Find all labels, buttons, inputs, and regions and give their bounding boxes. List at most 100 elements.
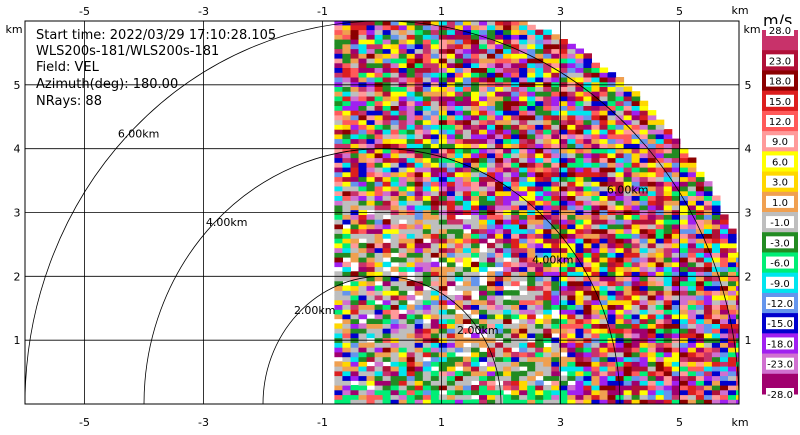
velocity-cell (350, 86, 360, 92)
velocity-cell (511, 77, 520, 83)
velocity-cell (703, 290, 713, 296)
velocity-cell (398, 67, 408, 73)
velocity-cell (623, 323, 633, 329)
velocity-cell (495, 228, 504, 234)
velocity-cell (599, 266, 609, 272)
velocity-cell (567, 361, 576, 367)
velocity-cell (358, 81, 368, 87)
velocity-cell (720, 309, 729, 315)
velocity-cell (655, 257, 665, 263)
velocity-cell (503, 81, 512, 87)
velocity-cell (591, 375, 600, 381)
velocity-cell (487, 181, 496, 187)
velocity-cell (406, 351, 416, 358)
velocity-cell (728, 266, 737, 272)
velocity-cell (615, 261, 625, 268)
velocity-cell (559, 204, 568, 211)
velocity-cell (551, 77, 560, 83)
velocity-cell (575, 394, 584, 400)
velocity-cell (519, 24, 528, 31)
velocity-cell (382, 318, 392, 324)
velocity-cell (511, 295, 520, 301)
velocity-cell (479, 39, 488, 45)
velocity-cell (583, 143, 592, 149)
velocity-cell (575, 328, 584, 334)
velocity-cell (519, 81, 528, 87)
velocity-cell (358, 157, 368, 163)
velocity-cell (495, 299, 504, 305)
velocity-cell (543, 285, 552, 291)
velocity-cell (495, 100, 504, 106)
velocity-cell (358, 285, 368, 291)
velocity-cell (679, 347, 689, 353)
plot-frame (24, 20, 740, 405)
velocity-cell (406, 399, 416, 404)
velocity-cell (527, 100, 536, 106)
velocity-cell (430, 129, 440, 135)
velocity-cell (382, 204, 392, 211)
velocity-cell (398, 138, 408, 144)
velocity-cell (342, 342, 351, 348)
velocity-cell (342, 62, 351, 68)
velocity-cell (495, 157, 504, 163)
velocity-cell (695, 238, 705, 244)
velocity-cell (679, 399, 689, 404)
velocity-cell (382, 171, 392, 178)
velocity-cell (414, 181, 424, 187)
velocity-cell (655, 148, 665, 154)
velocity-cell (736, 285, 739, 291)
velocity-cell (398, 186, 408, 192)
velocity-cell (342, 323, 351, 329)
velocity-cell (695, 214, 705, 220)
velocity-cell (663, 195, 673, 201)
velocity-cell (430, 21, 440, 26)
velocity-cell (358, 309, 368, 315)
velocity-cell (511, 58, 520, 64)
velocity-cell (623, 304, 633, 310)
velocity-cell (527, 138, 536, 144)
velocity-cell (543, 91, 552, 97)
velocity-cell (414, 394, 424, 400)
velocity-cell (462, 62, 472, 68)
velocity-cell (567, 394, 576, 400)
velocity-cell (543, 129, 552, 135)
velocity-cell (647, 313, 657, 320)
velocity-cell (543, 385, 552, 391)
velocity-cell (511, 171, 520, 178)
velocity-cell (623, 171, 633, 178)
velocity-cell (342, 95, 351, 102)
velocity-cell (655, 233, 665, 239)
velocity-cell (503, 223, 512, 230)
velocity-cell (479, 148, 488, 154)
velocity-cell (599, 129, 609, 135)
velocity-cell (366, 91, 376, 97)
velocity-cell (519, 380, 528, 386)
velocity-cell (366, 233, 376, 239)
velocity-cell (535, 119, 544, 125)
velocity-cell (390, 34, 400, 40)
velocity-cell (591, 77, 600, 83)
velocity-cell (711, 309, 721, 315)
velocity-cell (358, 200, 368, 206)
velocity-cell (647, 233, 657, 239)
velocity-cell (599, 91, 609, 97)
velocity-cell (615, 105, 625, 111)
velocity-cell (511, 133, 520, 140)
velocity-cell (422, 186, 432, 192)
velocity-cell (527, 124, 536, 130)
velocity-cell (462, 24, 472, 31)
velocity-cell (487, 204, 496, 211)
velocity-cell (720, 219, 729, 225)
velocity-cell (366, 114, 376, 121)
velocity-cell (414, 176, 424, 182)
velocity-cell (559, 162, 568, 168)
velocity-cell (623, 266, 633, 272)
velocity-cell (543, 261, 552, 268)
velocity-cell (607, 214, 617, 220)
velocity-cell (422, 304, 432, 310)
velocity-cell (350, 67, 360, 73)
velocity-cell (358, 110, 368, 116)
velocity-cell (414, 385, 424, 391)
velocity-cell (591, 223, 600, 230)
velocity-cell (350, 77, 360, 83)
